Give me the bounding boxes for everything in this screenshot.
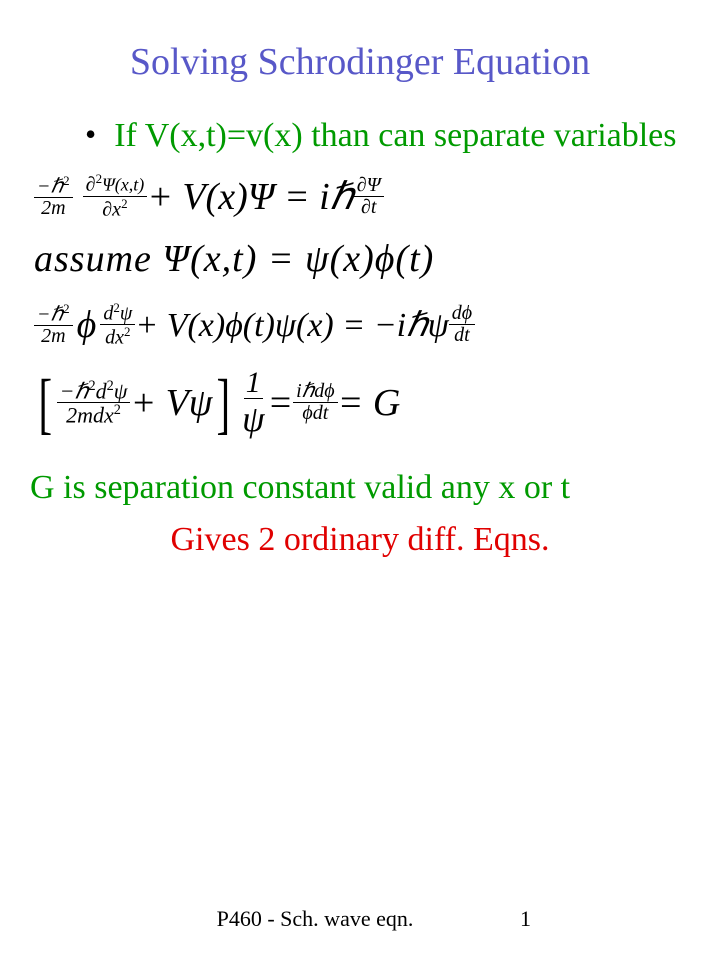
eq3-frac2: d2ψ dx2	[100, 301, 135, 349]
eq3-mid: + V(x)ϕ(t)ψ(x) = −iℏψ	[135, 305, 449, 345]
eq4-rhs: = G	[338, 381, 401, 425]
eq4-br-tail: + Vψ	[130, 381, 212, 425]
equation-1: −ℏ2 2m ∂2Ψ(x,t) ∂x2 + V(x)Ψ = iℏ ∂Ψ ∂t	[34, 172, 690, 220]
note-two-odes: Gives 2 ordinary diff. Eqns.	[30, 521, 690, 559]
left-bracket-icon: [	[39, 371, 53, 436]
footer-label: P460 - Sch. wave eqn.	[0, 906, 520, 932]
bullet-dot-icon: •	[85, 114, 96, 154]
eq3-phi: ϕ	[77, 303, 97, 347]
bullet-text: If V(x,t)=v(x) than can separate variabl…	[114, 114, 676, 158]
equation-4: [ −ℏ2d2ψ 2mdx2 + Vψ ] 1 ψ = iℏdϕ ϕdt = G	[34, 367, 690, 439]
eq3-frac1: −ℏ2 2m	[34, 302, 73, 348]
eq4-eq1: =	[267, 381, 293, 425]
equation-3: −ℏ2 2m ϕ d2ψ dx2 + V(x)ϕ(t)ψ(x) = −iℏψ d…	[34, 301, 690, 349]
eq2-lead: assume	[34, 238, 162, 280]
right-bracket-icon: ]	[217, 371, 231, 436]
eq4-br-frac: −ℏ2d2ψ 2mdx2	[57, 379, 131, 427]
eq1-frac1: −ℏ2 2m	[34, 174, 73, 220]
note-separation-constant: G is separation constant valid any x or …	[30, 469, 690, 507]
slide-title: Solving Schrodinger Equation	[30, 40, 690, 84]
eq4-one-over-psi: 1 ψ	[239, 367, 267, 439]
eq1-rhs-frac: ∂Ψ ∂t	[354, 175, 384, 218]
eq1-frac2: ∂2Ψ(x,t) ∂x2	[83, 172, 148, 220]
page-number: 1	[520, 906, 720, 932]
equation-2: assume Ψ(x,t) = ψ(x)ϕ(t)	[34, 237, 690, 281]
equation-block: −ℏ2 2m ∂2Ψ(x,t) ∂x2 + V(x)Ψ = iℏ ∂Ψ ∂t a…	[34, 172, 690, 439]
eq4-mid-frac: iℏdϕ ϕdt	[293, 381, 338, 424]
eq2-body: Ψ(x,t) = ψ(x)ϕ(t)	[162, 238, 434, 280]
bullet-item: • If V(x,t)=v(x) than can separate varia…	[85, 114, 690, 158]
slide-footer: P460 - Sch. wave eqn. 1	[0, 906, 720, 932]
eq1-mid: + V(x)Ψ = iℏ	[147, 174, 354, 219]
eq3-rhs-frac: dϕ dt	[449, 303, 475, 346]
